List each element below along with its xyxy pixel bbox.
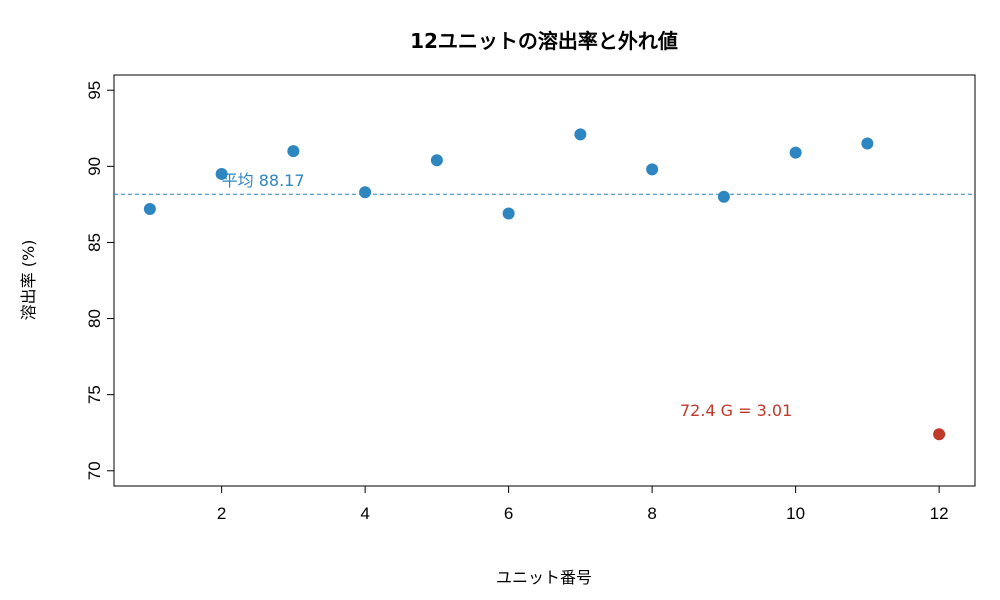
- data-point: [215, 167, 228, 180]
- data-point: [502, 207, 515, 220]
- data-point: [574, 128, 587, 141]
- x-tick-label: 6: [504, 504, 513, 523]
- y-tick-label: 80: [85, 309, 104, 328]
- x-tick-label: 8: [647, 504, 656, 523]
- x-tick-label: 4: [360, 504, 369, 523]
- chart-title: 12ユニットの溶出率と外れ値: [410, 29, 678, 53]
- x-tick-label: 2: [217, 504, 226, 523]
- data-point: [143, 202, 156, 215]
- data-point: [287, 145, 300, 158]
- outlier-point: [933, 428, 946, 441]
- x-tick-label: 12: [930, 504, 949, 523]
- y-axis-title: 溶出率 (%): [19, 240, 38, 321]
- plot-frame: [113, 74, 976, 487]
- mean-label: 平均 88.17: [222, 171, 305, 190]
- y-tick-label: 95: [85, 81, 104, 100]
- data-point: [430, 154, 443, 167]
- outlier-label: 72.4 G = 3.01: [680, 401, 792, 420]
- data-point: [646, 163, 659, 176]
- x-tick-label: 10: [786, 504, 805, 523]
- data-point: [789, 146, 802, 159]
- data-point: [717, 190, 730, 203]
- y-tick-label: 75: [85, 385, 104, 404]
- x-axis-title: ユニット番号: [496, 568, 592, 587]
- y-tick-label: 70: [85, 461, 104, 480]
- y-tick-label: 90: [85, 157, 104, 176]
- plot-layer: 70 75 80 85 90 95 2 4 6 8 10 12 平均 88.17 72.4 G = 3.0…: [85, 74, 976, 523]
- data-point: [861, 137, 874, 150]
- y-tick-label: 85: [85, 233, 104, 252]
- data-point: [359, 186, 372, 199]
